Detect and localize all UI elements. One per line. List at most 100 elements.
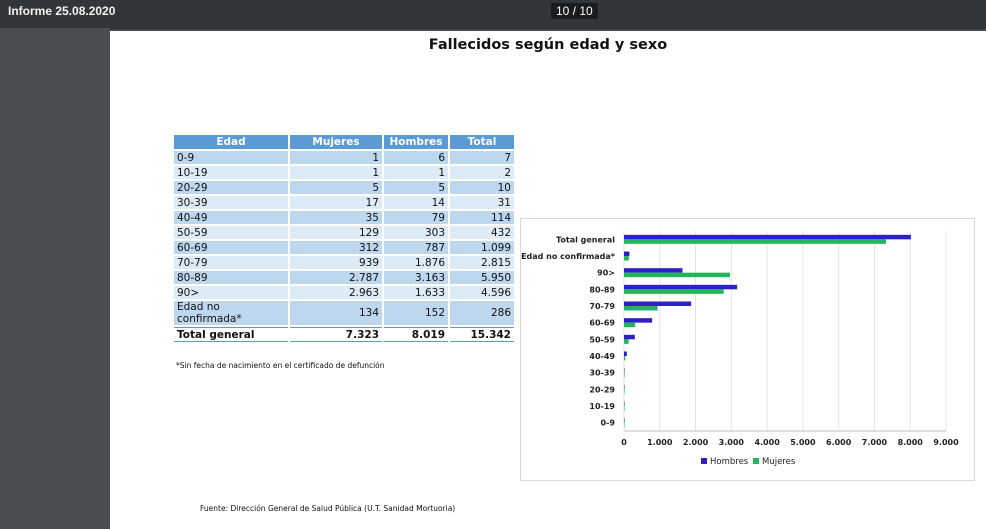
cell-men: 303 xyxy=(384,226,448,239)
legend-label: Hombres xyxy=(710,457,749,467)
bar-hombres xyxy=(624,418,625,423)
cell-women: 939 xyxy=(290,256,382,269)
cell-women: 1 xyxy=(290,166,382,179)
x-tick-label: 5.000 xyxy=(790,438,816,447)
legend-swatch xyxy=(753,458,759,464)
cell-women: 129 xyxy=(290,226,382,239)
cell-women: 1 xyxy=(290,151,382,164)
table-row: 10-19 1 1 2 xyxy=(174,166,514,179)
cell-total: 4.596 xyxy=(450,286,514,299)
bar-hombres xyxy=(624,318,653,323)
y-tick-label: 50-59 xyxy=(589,335,615,344)
x-tick-label: 0 xyxy=(621,438,627,447)
cell-age: Edad no confirmada* xyxy=(174,301,288,325)
x-tick-label: 3.000 xyxy=(719,438,745,447)
bar-hombres xyxy=(624,251,630,256)
bar-hombres xyxy=(624,301,692,306)
y-tick-label: 80-89 xyxy=(589,285,615,294)
page-indicator[interactable]: 10 / 10 xyxy=(551,3,598,19)
y-tick-label: Edad no confirmada* xyxy=(521,252,616,261)
cell-total: 2.815 xyxy=(450,256,514,269)
cell-total: 286 xyxy=(450,301,514,325)
bar-mujeres xyxy=(624,289,724,294)
bar-hombres xyxy=(624,351,627,356)
cell-men: 1.633 xyxy=(384,286,448,299)
viewer-toolbar: Informe 25.08.2020 10 / 10 xyxy=(0,0,986,28)
y-tick-label: 90> xyxy=(597,269,615,278)
cell-age: 0-9 xyxy=(174,151,288,164)
cell-age: 30-39 xyxy=(174,196,288,209)
cell-women: 2.963 xyxy=(290,286,382,299)
x-tick-label: 2.000 xyxy=(683,438,709,447)
x-tick-label: 4.000 xyxy=(754,438,780,447)
cell-total: 15.342 xyxy=(450,327,514,342)
y-tick-label: 10-19 xyxy=(589,402,615,411)
cell-men: 8.019 xyxy=(384,327,448,342)
bar-hombres xyxy=(624,334,635,340)
bar-hombres xyxy=(624,268,683,273)
cell-women: 2.787 xyxy=(290,271,382,284)
source-note: Fuente: Dirección General de Salud Públi… xyxy=(200,504,456,513)
cell-age: 90> xyxy=(174,286,288,299)
cell-total: 31 xyxy=(450,196,514,209)
cell-age: 80-89 xyxy=(174,271,288,284)
bar-mujeres xyxy=(624,256,629,261)
cell-men: 152 xyxy=(384,301,448,325)
cell-age: 10-19 xyxy=(174,166,288,179)
table-row: Edad no confirmada* 134 152 286 xyxy=(174,301,514,325)
bar-hombres xyxy=(624,284,738,290)
bar-mujeres xyxy=(624,322,636,328)
cell-total: 2 xyxy=(450,166,514,179)
bar-mujeres xyxy=(624,306,658,311)
cell-total: 114 xyxy=(450,211,514,224)
cell-men: 3.163 xyxy=(384,271,448,284)
cell-women: 7.323 xyxy=(290,327,382,342)
header-edad: Edad xyxy=(174,135,288,149)
bar-hombres xyxy=(624,368,625,373)
document-title: Informe 25.08.2020 xyxy=(8,4,116,18)
cell-men: 5 xyxy=(384,181,448,194)
x-tick-label: 6.000 xyxy=(826,438,852,447)
cell-total: 5.950 xyxy=(450,271,514,284)
table-row: 60-69 312 787 1.099 xyxy=(174,241,514,254)
y-tick-label: 30-39 xyxy=(589,369,615,378)
footnote: *Sin fecha de nacimiento en el certifica… xyxy=(176,361,385,370)
x-tick-label: 9.000 xyxy=(933,438,959,447)
x-tick-label: 8.000 xyxy=(898,438,924,447)
x-tick-label: 1.000 xyxy=(647,438,673,447)
cell-age: 20-29 xyxy=(174,181,288,194)
table-row: 80-89 2.787 3.163 5.950 xyxy=(174,271,514,284)
table-row: 20-29 5 5 10 xyxy=(174,181,514,194)
table-row: 90> 2.963 1.633 4.596 xyxy=(174,286,514,299)
bar-hombres xyxy=(624,234,911,240)
bar-mujeres xyxy=(624,389,625,394)
cell-age: 60-69 xyxy=(174,241,288,254)
legend-swatch xyxy=(701,458,707,464)
cell-men: 1.876 xyxy=(384,256,448,269)
legend-label: Mujeres xyxy=(762,457,796,467)
table-row: 0-9 1 6 7 xyxy=(174,151,514,164)
table-row: 30-39 17 14 31 xyxy=(174,196,514,209)
y-tick-label: 40-49 xyxy=(589,352,615,361)
table-row: 50-59 129 303 432 xyxy=(174,226,514,239)
deaths-table: Edad Mujeres Hombres Total 0-9 1 6 7 10-19 1… xyxy=(172,133,516,344)
y-tick-label: Total general xyxy=(556,235,615,244)
cell-age: 70-79 xyxy=(174,256,288,269)
header-total: Total xyxy=(450,135,514,149)
table-row: 70-79 939 1.876 2.815 xyxy=(174,256,514,269)
bar-hombres xyxy=(624,384,625,390)
bar-mujeres xyxy=(624,406,625,411)
table-header-row: Edad Mujeres Hombres Total xyxy=(174,135,514,149)
cell-age: Total general xyxy=(174,327,288,342)
cell-total: 432 xyxy=(450,226,514,239)
y-tick-label: 70-79 xyxy=(589,302,615,311)
bar-mujeres xyxy=(624,422,625,428)
table-total-row: Total general 7.323 8.019 15.342 xyxy=(174,327,514,342)
page-heading: Fallecidos según edad y sexo xyxy=(428,37,668,53)
bar-hombres xyxy=(624,401,625,406)
bar-mujeres xyxy=(624,239,887,244)
cell-men: 787 xyxy=(384,241,448,254)
header-hombres: Hombres xyxy=(384,135,448,149)
bar-chart-container: 0 1.000 2.000 3.000 4.000 5.000 6.000 7.000 8.00… xyxy=(520,218,975,481)
cell-total: 10 xyxy=(450,181,514,194)
